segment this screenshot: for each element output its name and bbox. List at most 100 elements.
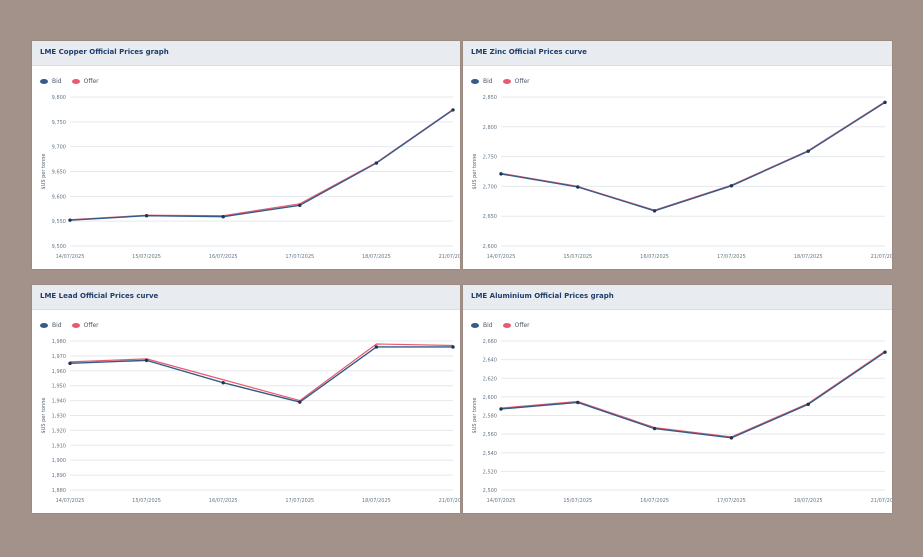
lead-chart-svg: 1,880 1,890 1,900 1,910 1,920 1,930 1,940 1,950… (41, 339, 460, 504)
legend-item-offer[interactable]: Offer (502, 78, 530, 85)
chart-title: LME Zinc Official Prices curve (463, 41, 892, 66)
y-tick-label: 1,960 (52, 369, 66, 375)
bid-marker-icon (40, 79, 48, 84)
grid-lines (70, 340, 453, 491)
bid-data-point (298, 400, 302, 404)
y-tick-label: 2,850 (483, 95, 497, 101)
x-axis-ticks: 14/07/2025 15/07/2025 16/07/2025 17/07/2025… (487, 498, 892, 504)
x-axis-ticks: 14/07/2025 15/07/2025 16/07/2025 17/07/2025… (56, 498, 460, 504)
aluminium-chart-svg: 2,500 2,520 2,540 2,560 2,580 2,600 2,620 2,640… (472, 339, 892, 504)
x-axis-ticks: 14/07/2025 15/07/2025 16/07/2025 17/07/2025… (56, 254, 460, 260)
y-tick-label: 2,600 (483, 395, 497, 401)
y-tick-label: 9,550 (52, 219, 66, 225)
bid-data-point (68, 218, 72, 222)
y-axis-label: $US per tonne (472, 154, 478, 190)
chart-panel-zinc: LME Zinc Official Prices curve Bid Offer… (463, 41, 892, 269)
y-axis-ticks: 1,880 1,890 1,900 1,910 1,920 1,930 1,940 1,950… (52, 339, 66, 494)
y-tick-label: 1,950 (52, 384, 66, 390)
bid-data-point (652, 209, 657, 213)
x-tick-label: 21/07/2025 (439, 254, 460, 260)
y-tick-label: 9,800 (52, 95, 66, 101)
x-tick-label: 14/07/2025 (487, 498, 516, 504)
offer-series-line (69, 108, 454, 221)
legend-item-offer[interactable]: Offer (71, 78, 99, 85)
offer-marker-icon (502, 323, 511, 328)
x-tick-label: 16/07/2025 (640, 254, 669, 260)
bid-data-point (499, 172, 503, 176)
legend-item-bid[interactable]: Bid (471, 322, 493, 329)
legend-bid-label: Bid (483, 322, 493, 329)
x-tick-label: 21/07/2025 (871, 498, 892, 504)
y-axis-ticks: 2,600 2,650 2,700 2,750 2,800 2,850 (483, 95, 497, 250)
y-tick-label: 9,700 (52, 145, 66, 151)
bid-data-point (729, 184, 734, 188)
chart-panel-copper: LME Copper Official Prices graph Bid Off… (32, 41, 460, 269)
x-tick-label: 15/07/2025 (563, 498, 592, 504)
x-tick-label: 16/07/2025 (209, 498, 238, 504)
x-tick-label: 16/07/2025 (209, 254, 238, 260)
offer-marker-icon (502, 79, 511, 84)
legend-item-bid[interactable]: Bid (40, 78, 62, 85)
y-tick-label: 1,900 (52, 458, 66, 464)
y-tick-label: 2,700 (483, 184, 497, 190)
x-tick-label: 14/07/2025 (487, 254, 516, 260)
y-tick-label: 2,600 (483, 244, 497, 250)
x-tick-label: 17/07/2025 (717, 498, 746, 504)
bid-data-point (499, 407, 503, 411)
bid-data-point (806, 149, 810, 153)
bid-marker-icon (471, 323, 479, 328)
y-tick-label: 2,500 (483, 488, 497, 494)
y-tick-label: 1,930 (52, 414, 66, 420)
x-tick-label: 17/07/2025 (717, 254, 746, 260)
legend: Bid Offer (471, 78, 530, 85)
chart-title: LME Copper Official Prices graph (32, 41, 460, 66)
y-tick-label: 1,980 (52, 339, 66, 345)
bid-data-point (576, 400, 580, 405)
y-tick-label: 9,500 (52, 244, 66, 250)
bid-data-point (144, 214, 149, 218)
x-tick-label: 21/07/2025 (871, 254, 892, 260)
chart-panel-aluminium: LME Aluminium Official Prices graph Bid … (463, 285, 892, 513)
y-tick-label: 2,620 (483, 376, 497, 382)
legend-item-offer[interactable]: Offer (71, 322, 99, 329)
x-tick-label: 18/07/2025 (794, 254, 823, 260)
offer-marker-icon (71, 323, 80, 328)
x-tick-label: 15/07/2025 (563, 254, 592, 260)
offer-marker-icon (71, 79, 80, 84)
bid-data-point (374, 161, 379, 165)
legend-item-bid[interactable]: Bid (471, 78, 493, 85)
bid-data-point (221, 381, 225, 385)
y-tick-label: 9,650 (52, 170, 66, 176)
y-tick-label: 2,560 (483, 432, 497, 438)
y-tick-label: 2,580 (483, 414, 497, 420)
y-tick-label: 1,920 (52, 428, 66, 434)
x-tick-label: 16/07/2025 (640, 498, 669, 504)
legend-item-bid[interactable]: Bid (40, 322, 62, 329)
legend-item-offer[interactable]: Offer (502, 322, 530, 329)
chart-title: LME Aluminium Official Prices graph (463, 285, 892, 310)
y-tick-label: 2,520 (483, 469, 497, 475)
bid-data-point (883, 100, 887, 105)
y-tick-label: 1,910 (52, 443, 66, 449)
legend-bid-label: Bid (483, 78, 493, 85)
chart-title: LME Lead Official Prices curve (32, 285, 460, 310)
y-tick-label: 1,890 (52, 473, 66, 479)
zinc-chart-svg: 2,600 2,650 2,700 2,750 2,800 2,850 14/07/2025… (472, 95, 892, 260)
y-tick-label: 1,940 (52, 399, 66, 405)
y-tick-label: 1,970 (52, 354, 66, 360)
y-tick-label: 9,600 (52, 194, 66, 200)
y-tick-label: 2,750 (483, 155, 497, 161)
bid-series-line (500, 101, 886, 212)
offer-series-line (500, 350, 886, 438)
x-tick-label: 18/07/2025 (362, 498, 391, 504)
bid-data-point (68, 361, 72, 366)
x-tick-label: 14/07/2025 (56, 254, 85, 260)
y-axis-ticks: 9,500 9,550 9,600 9,650 9,700 9,750 9,800 (52, 95, 66, 250)
offer-series-line (69, 343, 454, 402)
legend-offer-label: Offer (514, 78, 530, 85)
copper-chart-svg: 9,500 9,550 9,600 9,650 9,700 9,750 9,800 14/07… (41, 95, 460, 260)
x-tick-label: 15/07/2025 (132, 254, 161, 260)
offer-series-line (500, 101, 886, 211)
y-tick-label: 2,640 (483, 358, 497, 364)
y-axis-label: $US per tonne (472, 398, 478, 434)
